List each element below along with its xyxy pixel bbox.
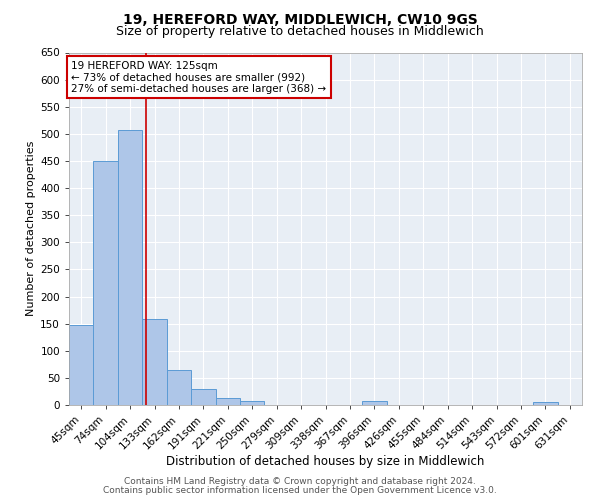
Text: 19 HEREFORD WAY: 125sqm
← 73% of detached houses are smaller (992)
27% of semi-d: 19 HEREFORD WAY: 125sqm ← 73% of detache…: [71, 60, 326, 94]
Text: Contains public sector information licensed under the Open Government Licence v3: Contains public sector information licen…: [103, 486, 497, 495]
Y-axis label: Number of detached properties: Number of detached properties: [26, 141, 36, 316]
Bar: [215, 398, 240, 405]
Bar: [533, 402, 557, 405]
Bar: [69, 324, 94, 405]
Bar: [142, 320, 167, 405]
Bar: [362, 401, 386, 405]
X-axis label: Distribution of detached houses by size in Middlewich: Distribution of detached houses by size …: [166, 455, 485, 468]
Text: Size of property relative to detached houses in Middlewich: Size of property relative to detached ho…: [116, 25, 484, 38]
Bar: [240, 401, 265, 405]
Text: Contains HM Land Registry data © Crown copyright and database right 2024.: Contains HM Land Registry data © Crown c…: [124, 477, 476, 486]
Bar: [94, 161, 118, 405]
Bar: [118, 130, 142, 405]
Bar: [167, 370, 191, 405]
Bar: [191, 388, 215, 405]
Text: 19, HEREFORD WAY, MIDDLEWICH, CW10 9GS: 19, HEREFORD WAY, MIDDLEWICH, CW10 9GS: [122, 12, 478, 26]
